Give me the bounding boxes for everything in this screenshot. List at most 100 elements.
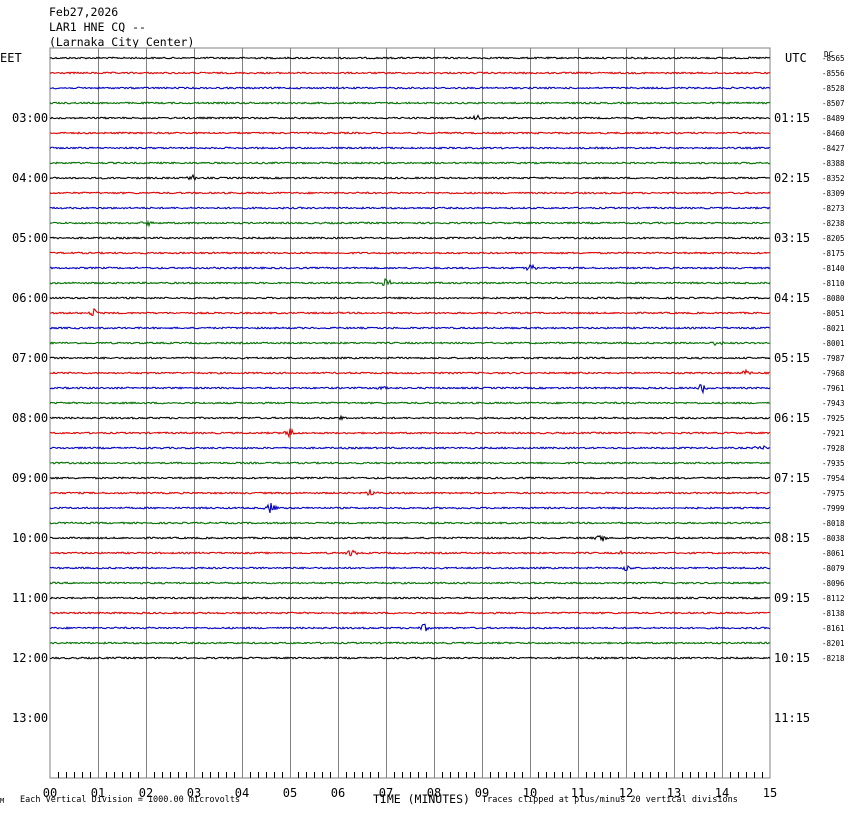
right-hour-label: 07:15 [774, 471, 810, 485]
x-axis-title: TIME (MINUTES) [373, 792, 470, 806]
dc-offset-label: -8110 [822, 279, 845, 288]
seismic-trace [49, 56, 771, 60]
dc-offset-label: -7975 [822, 489, 845, 498]
seismic-trace [49, 263, 771, 272]
dc-offset-label: -7987 [822, 354, 845, 363]
seismic-trace [49, 461, 771, 465]
seismic-trace [49, 114, 771, 121]
seismic-trace [49, 489, 771, 496]
x-tick-label: 07 [379, 786, 393, 800]
dc-offset-label: -8018 [822, 519, 845, 528]
left-hour-label: 04:00 [12, 171, 48, 185]
dc-offset-label: -8175 [822, 249, 845, 258]
seismic-trace [49, 534, 771, 542]
scale-note: Each Vertical Division = 1000.00 microvo… [20, 795, 240, 805]
plot-frame [49, 47, 771, 779]
left-hour-label: 12:00 [12, 651, 48, 665]
seismic-trace [49, 581, 771, 585]
seismic-trace [49, 549, 771, 557]
footer-corner-mark: M [0, 797, 4, 805]
dc-offset-label: -8140 [822, 264, 845, 273]
seismic-trace [49, 341, 771, 347]
seismic-trace [49, 445, 771, 450]
dc-offset-label: -7961 [822, 384, 845, 393]
dc-offset-label: -8038 [822, 534, 845, 543]
station-location: (Larnaka City Center) [49, 35, 194, 49]
right-hour-label: 01:15 [774, 111, 810, 125]
dc-offset-label: -8218 [822, 654, 845, 663]
seismic-trace [49, 173, 771, 181]
seismic-trace [49, 326, 771, 330]
dc-offset-label: -8079 [822, 564, 845, 573]
seismic-trace [49, 414, 771, 421]
dc-offset-label: -8460 [822, 129, 845, 138]
dc-offset-label: -8051 [822, 309, 845, 318]
seismic-trace [49, 611, 771, 615]
dc-offset-label: -8273 [822, 204, 845, 213]
dc-offset-label: -8205 [822, 234, 845, 243]
seismic-trace [49, 401, 771, 405]
seismic-trace [49, 251, 771, 255]
x-tick-label: 10 [523, 786, 537, 800]
seismic-trace [49, 427, 771, 439]
seismic-trace [49, 521, 771, 525]
seismic-trace [49, 277, 771, 286]
left-hour-label: 09:00 [12, 471, 48, 485]
seismic-trace [49, 368, 771, 376]
dc-offset-label: -8388 [822, 159, 845, 168]
seismic-trace [49, 131, 771, 135]
x-tick-label: 12 [619, 786, 633, 800]
right-hour-label: 02:15 [774, 171, 810, 185]
dc-offset-label: -8238 [822, 219, 845, 228]
chart-date: Feb27,2026 [49, 5, 118, 19]
dc-offset-label: -8201 [822, 639, 845, 648]
x-tick-label: 15 [763, 786, 777, 800]
left-hour-label: 13:00 [12, 711, 48, 725]
dc-offset-label: -7943 [822, 399, 845, 408]
seismic-trace [49, 476, 771, 480]
clip-note: Traces clipped at plus/minus 20 vertical… [482, 795, 738, 805]
right-hour-label: 10:15 [774, 651, 810, 665]
x-tick-label: 05 [283, 786, 297, 800]
seismic-trace [49, 101, 771, 105]
station-code: LAR1 HNE CQ -- [49, 20, 146, 34]
x-tick-label: 13 [667, 786, 681, 800]
dc-offset-label: -8427 [822, 144, 845, 153]
dc-offset-label: -7968 [822, 369, 845, 378]
dc-offset-label: -8096 [822, 579, 845, 588]
right-hour-label: 08:15 [774, 531, 810, 545]
x-tick-label: 08 [427, 786, 441, 800]
left-hour-label: 11:00 [12, 591, 48, 605]
left-hour-label: 07:00 [12, 351, 48, 365]
seismic-trace [49, 565, 771, 571]
seismic-trace [49, 161, 771, 165]
left-hour-label: 10:00 [12, 531, 48, 545]
dc-offset-label: -7935 [822, 459, 845, 468]
left-hour-label: 03:00 [12, 111, 48, 125]
dc-offset-label: -7921 [822, 429, 845, 438]
x-tick-label: 11 [571, 786, 585, 800]
dc-offset-label: -8080 [822, 294, 845, 303]
dc-offset-label: -8001 [822, 339, 845, 348]
x-tick-label: 01 [91, 786, 105, 800]
dc-offset-label: -8507 [822, 99, 845, 108]
left-hour-label: 08:00 [12, 411, 48, 425]
seismic-trace [49, 71, 771, 75]
dc-offset-label: -8556 [822, 69, 845, 78]
right-hour-label: 06:15 [774, 411, 810, 425]
dc-offset-header: DC [824, 50, 833, 59]
right-hour-label: 03:15 [774, 231, 810, 245]
seismic-trace [49, 236, 771, 240]
dc-offset-label: -8309 [822, 189, 845, 198]
seismic-trace [49, 146, 771, 150]
x-tick-label: 14 [715, 786, 729, 800]
seismic-trace [49, 86, 771, 90]
right-timezone-label: UTC [785, 51, 807, 65]
dc-offset-label: -8161 [822, 624, 845, 633]
x-tick-label: 04 [235, 786, 249, 800]
x-tick-label: 00 [43, 786, 57, 800]
right-hour-label: 11:15 [774, 711, 810, 725]
dc-offset-label: -8138 [822, 609, 845, 618]
dc-offset-label: -7925 [822, 414, 845, 423]
